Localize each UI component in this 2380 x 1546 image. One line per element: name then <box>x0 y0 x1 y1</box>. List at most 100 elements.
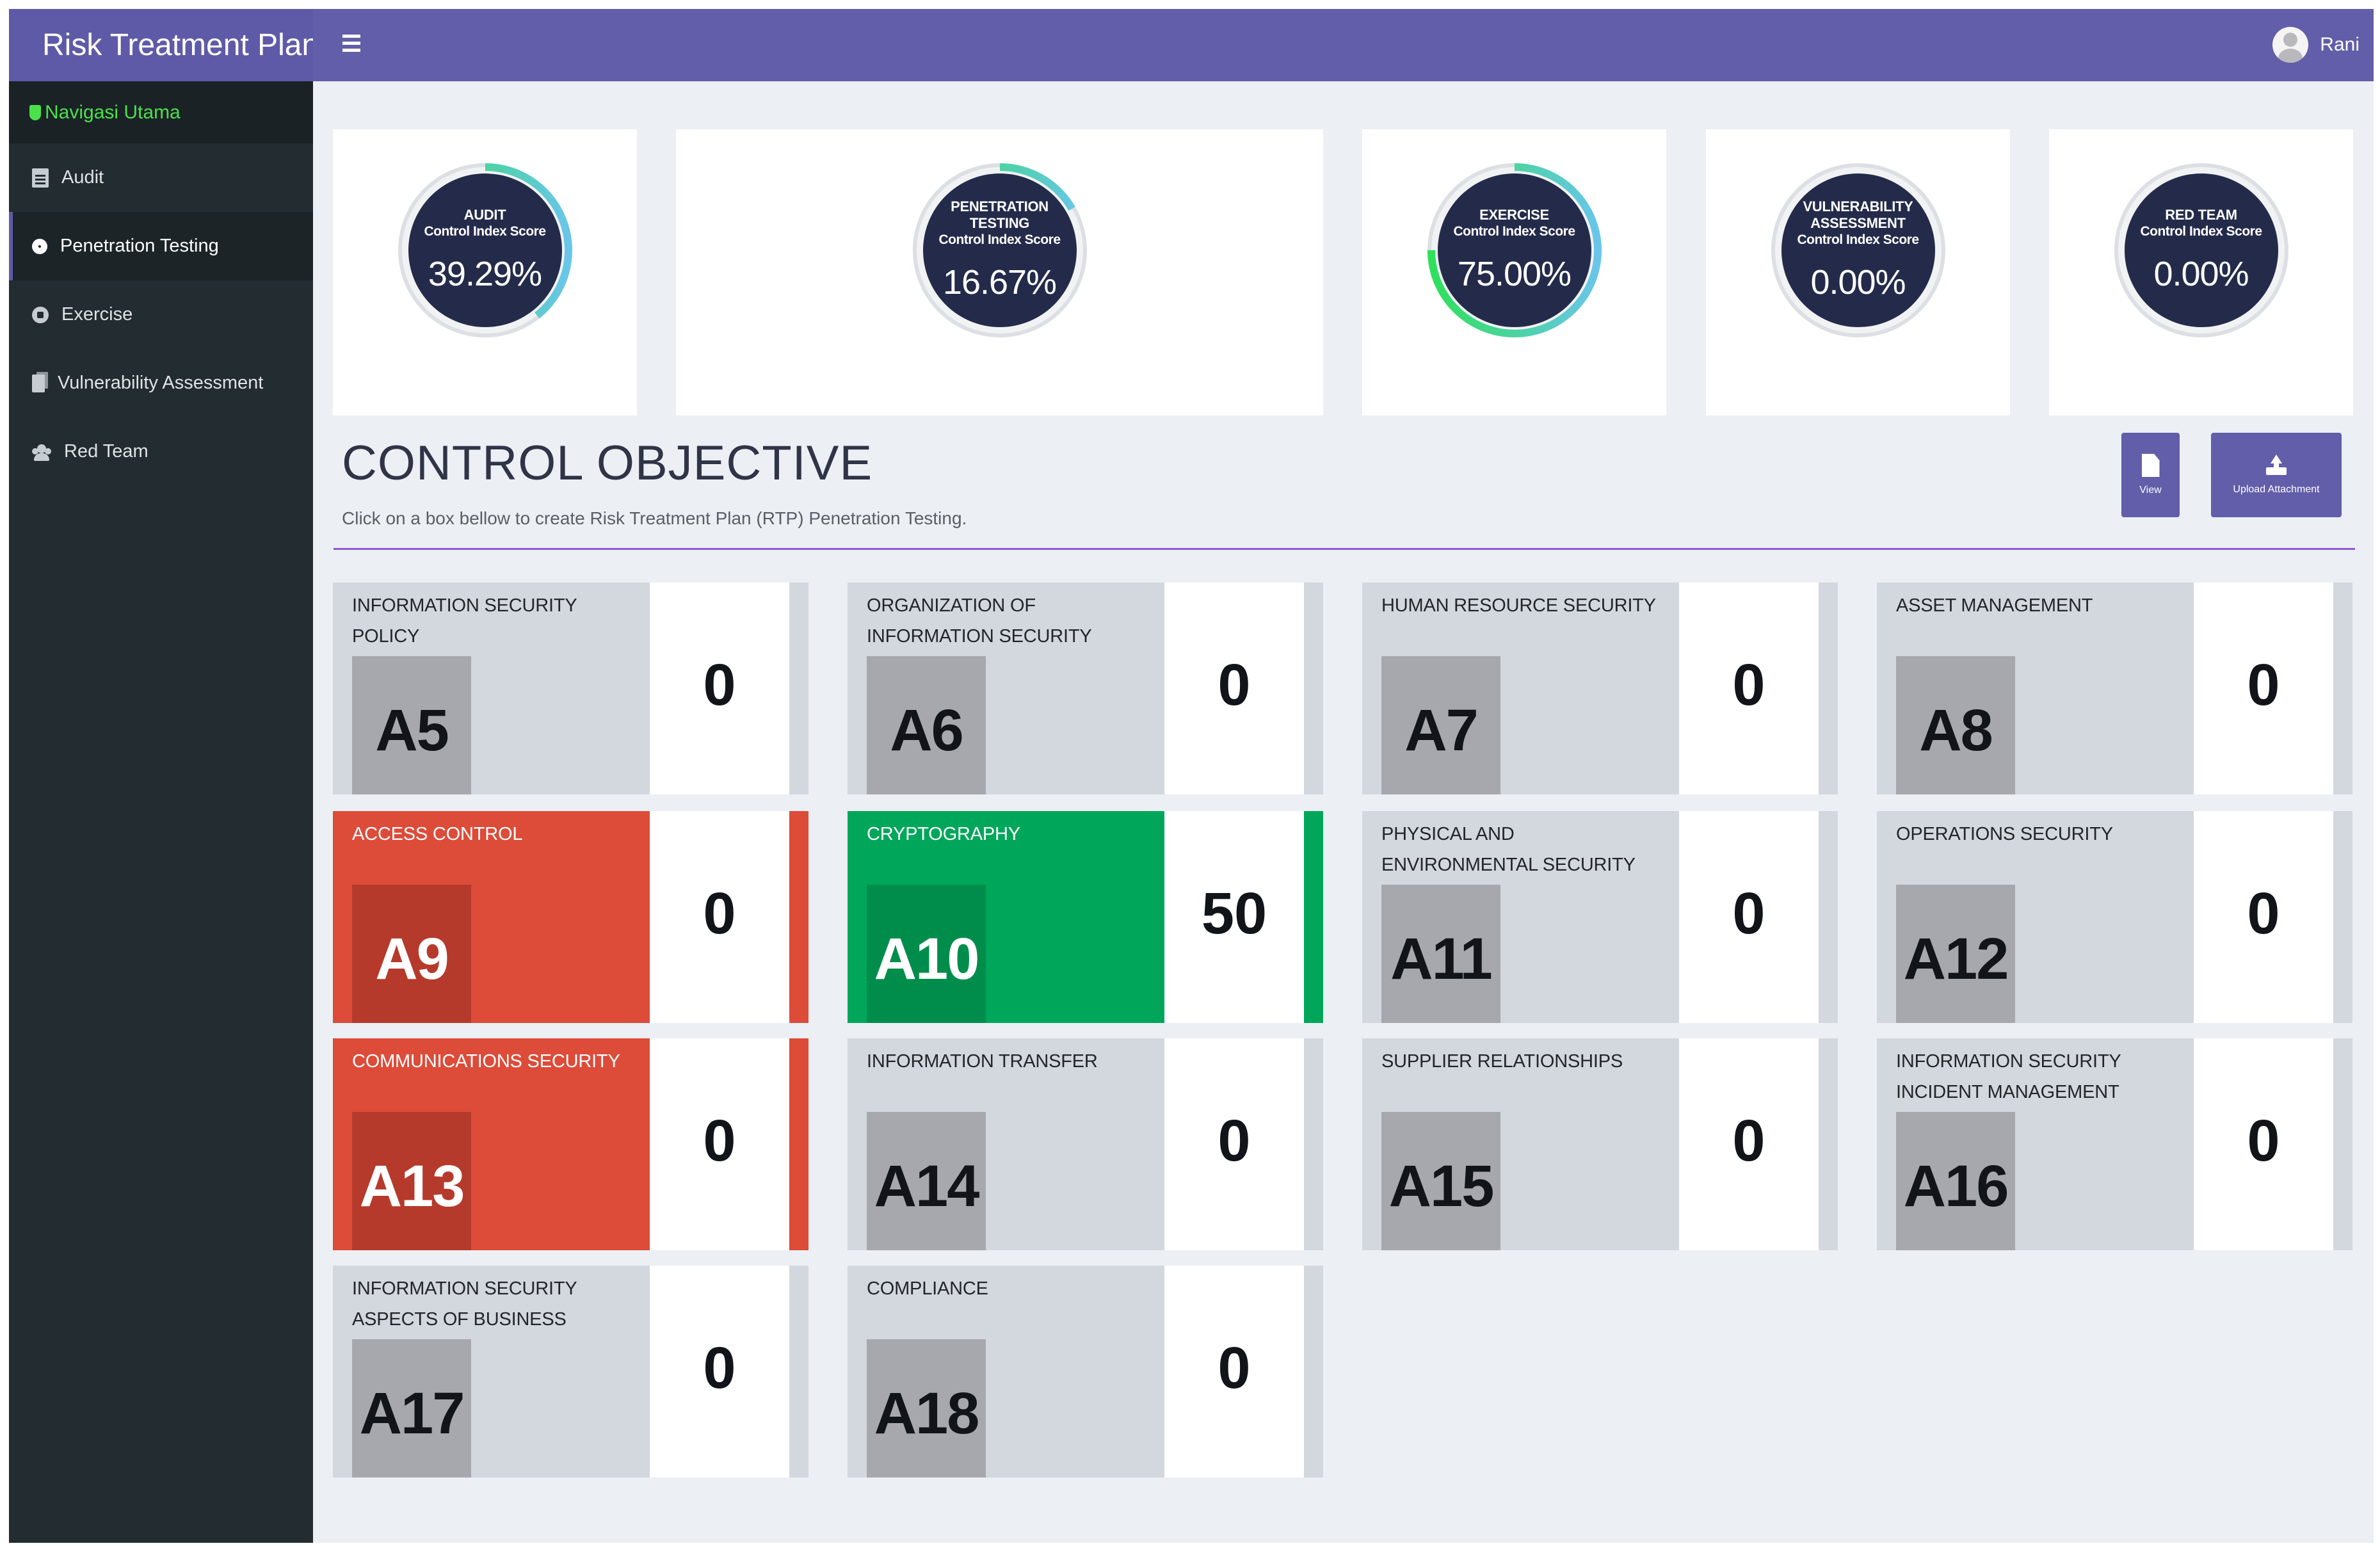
gauge-progress-arc <box>398 163 572 337</box>
tile-code: A13 <box>359 1154 465 1219</box>
tile-code: A15 <box>1388 1154 1495 1219</box>
score-value: 16.67% <box>942 263 1057 302</box>
tile-code: A9 <box>375 926 449 992</box>
tile-value: 0 <box>703 1108 736 1173</box>
control-tile-a16[interactable]: INFORMATION SECURITY INCIDENT MANAGEMENT… <box>1877 1038 2352 1250</box>
gear-icon <box>32 238 47 254</box>
score-name: PENETRATION TESTING <box>951 198 1049 231</box>
score-card-exercise: EXERCISE Control Index Score 75.00% <box>1362 129 1666 415</box>
sidebar-item-red-team[interactable]: Red Team <box>9 417 313 486</box>
control-tile-a12[interactable]: OPERATIONS SECURITY A12 0 <box>1877 811 2352 1023</box>
control-tile-a13[interactable]: COMMUNICATIONS SECURITY A13 0 <box>333 1038 808 1250</box>
control-tile-a7[interactable]: HUMAN RESOURCE SECURITY A7 0 <box>1362 583 1838 794</box>
tile-value-panel <box>1164 1266 1304 1478</box>
tile-code-box <box>1381 1112 1500 1250</box>
tile-value: 50 <box>1201 881 1267 946</box>
tile-title: ORGANIZATION OF INFORMATION SECURITY <box>867 595 1092 647</box>
control-tile-a14[interactable]: INFORMATION TRANSFER A14 0 <box>848 1038 1323 1250</box>
tile-code: A6 <box>890 698 964 763</box>
tile-code-box <box>1896 656 2015 794</box>
hamburger-menu-icon[interactable] <box>340 29 363 60</box>
tile-code: A10 <box>874 926 980 992</box>
gauge-disc <box>2124 173 2278 327</box>
tile-value: 0 <box>703 1335 736 1401</box>
sidebar-header: Navigasi Utama <box>9 81 313 143</box>
control-tile-a15[interactable]: SUPPLIER RELATIONSHIPS A15 0 <box>1362 1038 1838 1250</box>
upload-attachment-label: Upload Attachment <box>2233 484 2320 495</box>
score-gauge: AUDIT Control Index Score 39.29% <box>395 160 575 384</box>
score-gauge: EXERCISE Control Index Score 75.00% <box>1424 160 1605 384</box>
tile-value: 0 <box>1218 1335 1251 1401</box>
sidebar-item-exercise[interactable]: Exercise <box>9 280 313 349</box>
score-gauge: VULNERABILITY ASSESSMENT Control Index S… <box>1768 160 1949 384</box>
tile-code: A7 <box>1404 698 1479 763</box>
tile-value-panel <box>1679 811 1819 1023</box>
control-tile-a17[interactable]: INFORMATION SECURITY ASPECTS OF BUSINESS… <box>333 1266 808 1478</box>
gauge-progress-arc <box>912 163 1087 337</box>
tile-title: OPERATIONS SECURITY <box>1896 824 2113 844</box>
control-tile-a8[interactable]: ASSET MANAGEMENT A8 0 <box>1877 583 2352 794</box>
view-button[interactable]: View <box>2121 433 2180 517</box>
app-title: Risk Treatment Plan <box>9 9 319 81</box>
tile-title: PHYSICAL AND ENVIRONMENTAL SECURITY <box>1381 824 1636 875</box>
tile-code: A5 <box>375 698 449 763</box>
tile-value: 0 <box>2247 881 2280 946</box>
sidebar-item-vulnerability-assessment[interactable]: Vulnerability Assessment <box>9 349 313 417</box>
tile-status-strip <box>1819 1038 1838 1250</box>
score-value: 0.00% <box>1810 263 1906 302</box>
score-name: AUDIT <box>463 207 506 223</box>
sidebar-item-label: Penetration Testing <box>60 236 219 256</box>
score-name: RED TEAM <box>2165 207 2237 223</box>
score-card-red-team: RED TEAM Control Index Score 0.00% <box>2049 129 2353 415</box>
sidebar-item-penetration-testing[interactable]: Penetration Testing <box>9 212 313 280</box>
tile-status-strip <box>1819 811 1838 1023</box>
sidebar-item-audit[interactable]: Audit <box>9 143 313 212</box>
divider <box>334 548 2355 550</box>
tile-title: INFORMATION TRANSFER <box>867 1051 1098 1072</box>
control-tile-a11[interactable]: PHYSICAL AND ENVIRONMENTAL SECURITY A11 0 <box>1362 811 1838 1023</box>
control-tile-a18[interactable]: COMPLIANCE A18 0 <box>848 1266 1323 1478</box>
tile-status-strip <box>2333 1038 2352 1250</box>
tile-code-box <box>1896 885 2015 1023</box>
control-tile-a6[interactable]: ORGANIZATION OF INFORMATION SECURITY A6 0 <box>848 583 1323 794</box>
sidebar-item-label: Red Team <box>64 441 149 462</box>
user-menu[interactable]: Rani <box>2272 24 2360 65</box>
tile-title: INFORMATION SECURITY POLICY <box>352 595 577 647</box>
control-tile-a5[interactable]: INFORMATION SECURITY POLICY A5 0 <box>333 583 808 794</box>
score-card-vulnerability-assessment: VULNERABILITY ASSESSMENT Control Index S… <box>1706 129 2010 415</box>
score-subtitle: Control Index Score <box>424 224 546 239</box>
score-card-penetration-testing: PENETRATION TESTING Control Index Score … <box>676 129 1323 415</box>
app-window: Risk Treatment Plan Rani Navigasi Utama … <box>9 9 2374 1543</box>
tile-status-strip <box>789 1266 808 1478</box>
upload-attachment-button[interactable]: Upload Attachment <box>2211 433 2342 517</box>
score-subtitle: Control Index Score <box>938 232 1061 247</box>
shield-icon <box>29 104 41 120</box>
tile-title: HUMAN RESOURCE SECURITY <box>1381 595 1656 616</box>
tile-status-strip <box>1304 1038 1323 1250</box>
score-card-audit: AUDIT Control Index Score 39.29% <box>333 129 637 415</box>
file-icon <box>2141 454 2160 477</box>
page-title: CONTROL OBJECTIVE <box>342 436 873 490</box>
tile-code: A16 <box>1903 1154 2009 1219</box>
control-tile-a10[interactable]: CRYPTOGRAPHY A10 50 <box>848 811 1323 1023</box>
tile-value: 0 <box>1218 1108 1251 1173</box>
tile-value-panel <box>1164 1038 1304 1250</box>
tile-status-strip <box>789 1038 808 1250</box>
tile-code: A12 <box>1903 926 2009 992</box>
tile-value-panel <box>650 583 789 794</box>
tile-title: COMPLIANCE <box>867 1278 988 1299</box>
tile-status-strip <box>789 811 808 1023</box>
sidebar: Navigasi Utama Audit Penetration Testing… <box>9 81 313 1543</box>
user-avatar-icon <box>2272 27 2309 63</box>
score-value: 0.00% <box>2153 255 2249 293</box>
tile-status-strip <box>2333 811 2352 1023</box>
sidebar-item-label: Audit <box>61 167 104 188</box>
score-gauge: PENETRATION TESTING Control Index Score … <box>910 160 1090 384</box>
tile-value: 0 <box>703 652 736 718</box>
tile-value-panel <box>2194 1038 2333 1250</box>
tile-value: 0 <box>703 881 736 946</box>
tile-title: INFORMATION SECURITY INCIDENT MANAGEMENT <box>1896 1051 2121 1102</box>
control-tile-a9[interactable]: ACCESS CONTROL A9 0 <box>333 811 808 1023</box>
tile-status-strip <box>1304 1266 1323 1478</box>
sidebar-item-label: Exercise <box>61 304 133 325</box>
